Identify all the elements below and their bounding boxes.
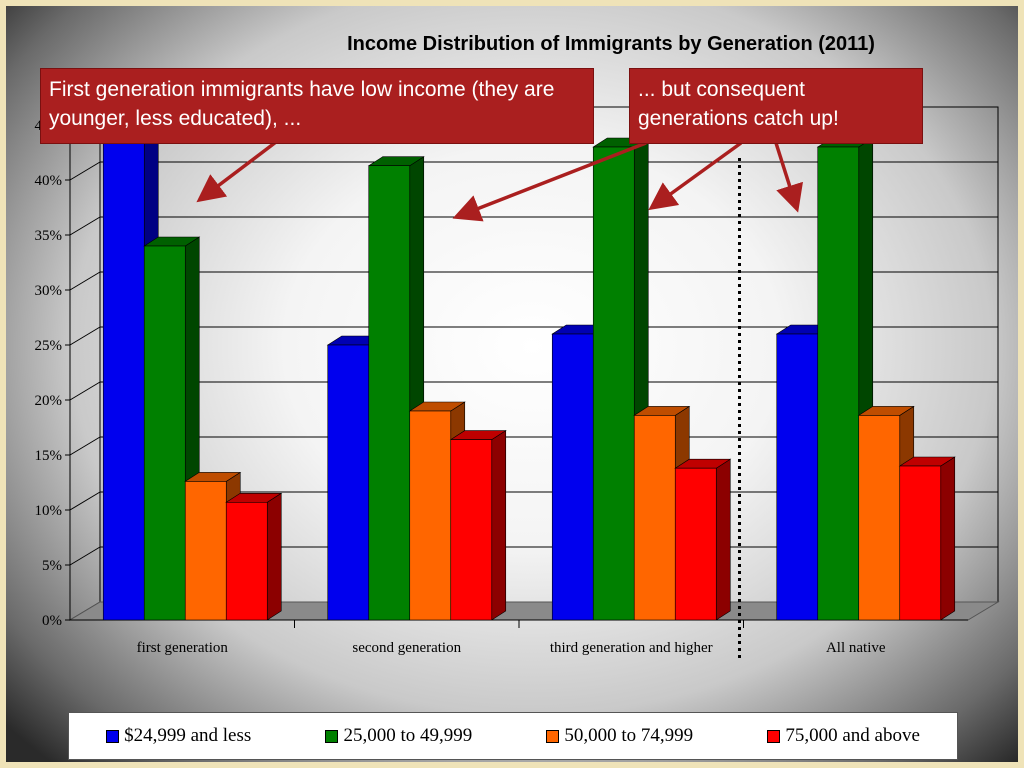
chart-legend: $24,999 and less 25,000 to 49,999 50,000… bbox=[68, 712, 958, 760]
x-tick-label: All native bbox=[826, 640, 886, 656]
bar bbox=[450, 439, 493, 621]
bar bbox=[225, 501, 268, 621]
bar bbox=[102, 124, 145, 621]
y-tick-label: 40% bbox=[35, 173, 63, 189]
chart-title: Income Distribution of Immigrants by Gen… bbox=[347, 33, 875, 55]
legend-swatch bbox=[106, 729, 120, 743]
bar bbox=[776, 333, 819, 621]
bar bbox=[551, 333, 594, 621]
legend-item: 25,000 to 49,999 bbox=[325, 725, 472, 747]
bar bbox=[184, 481, 227, 621]
gridline bbox=[69, 546, 101, 566]
bar-side bbox=[940, 456, 956, 621]
y-tick-label: 5% bbox=[42, 558, 62, 574]
bar-side bbox=[491, 430, 507, 621]
gridline bbox=[69, 491, 101, 511]
legend-swatch bbox=[325, 729, 339, 743]
x-tick-label: first generation bbox=[137, 640, 229, 656]
bar bbox=[633, 415, 676, 621]
callout-later-generations: ... but consequent generations catch up! bbox=[629, 68, 923, 144]
annotation-arrow bbox=[774, 142, 803, 213]
bar-chart: 0%5%10%15%20%25%30%35%40%45%first genera… bbox=[35, 106, 1000, 662]
annotation-arrow bbox=[648, 141, 743, 211]
bar bbox=[143, 245, 186, 621]
y-tick-label: 20% bbox=[35, 393, 63, 409]
legend-item: 75,000 and above bbox=[767, 725, 920, 747]
gridline bbox=[69, 216, 101, 236]
gridline bbox=[69, 161, 101, 181]
legend-label: 25,000 to 49,999 bbox=[343, 725, 473, 746]
bar bbox=[858, 415, 901, 621]
y-tick-label: 15% bbox=[35, 448, 63, 464]
legend-item: 50,000 to 74,999 bbox=[546, 725, 693, 747]
y-tick-label: 10% bbox=[35, 503, 63, 519]
annotation-arrow bbox=[196, 140, 278, 203]
gridline bbox=[69, 271, 101, 291]
callout-first-generation: First generation immigrants have low inc… bbox=[40, 68, 594, 144]
gridline bbox=[69, 381, 101, 401]
x-tick-label: third generation and higher bbox=[550, 640, 713, 656]
annotation-arrow bbox=[452, 141, 647, 222]
bar bbox=[899, 465, 942, 621]
legend-label: 50,000 to 74,999 bbox=[564, 725, 694, 746]
bar bbox=[592, 146, 635, 621]
bar bbox=[368, 165, 411, 621]
legend-label: $24,999 and less bbox=[124, 725, 252, 746]
y-tick-label: 0% bbox=[42, 613, 62, 629]
y-tick-label: 25% bbox=[35, 338, 63, 354]
legend-label: 75,000 and above bbox=[785, 725, 920, 746]
legend-swatch bbox=[546, 729, 560, 743]
bar-side bbox=[266, 492, 282, 621]
gridline bbox=[69, 436, 101, 456]
bar-side bbox=[715, 458, 731, 621]
legend-swatch bbox=[767, 729, 781, 743]
slide-background: 0%5%10%15%20%25%30%35%40%45%first genera… bbox=[6, 6, 1018, 762]
bar bbox=[409, 410, 452, 621]
x-tick-label: second generation bbox=[352, 640, 461, 656]
y-tick-label: 30% bbox=[35, 283, 63, 299]
bar bbox=[817, 146, 860, 621]
side-wall bbox=[69, 106, 101, 621]
gridline bbox=[69, 326, 101, 346]
bar bbox=[674, 467, 717, 621]
bar bbox=[327, 344, 370, 621]
legend-item: $24,999 and less bbox=[106, 725, 251, 747]
y-tick-label: 35% bbox=[35, 228, 63, 244]
